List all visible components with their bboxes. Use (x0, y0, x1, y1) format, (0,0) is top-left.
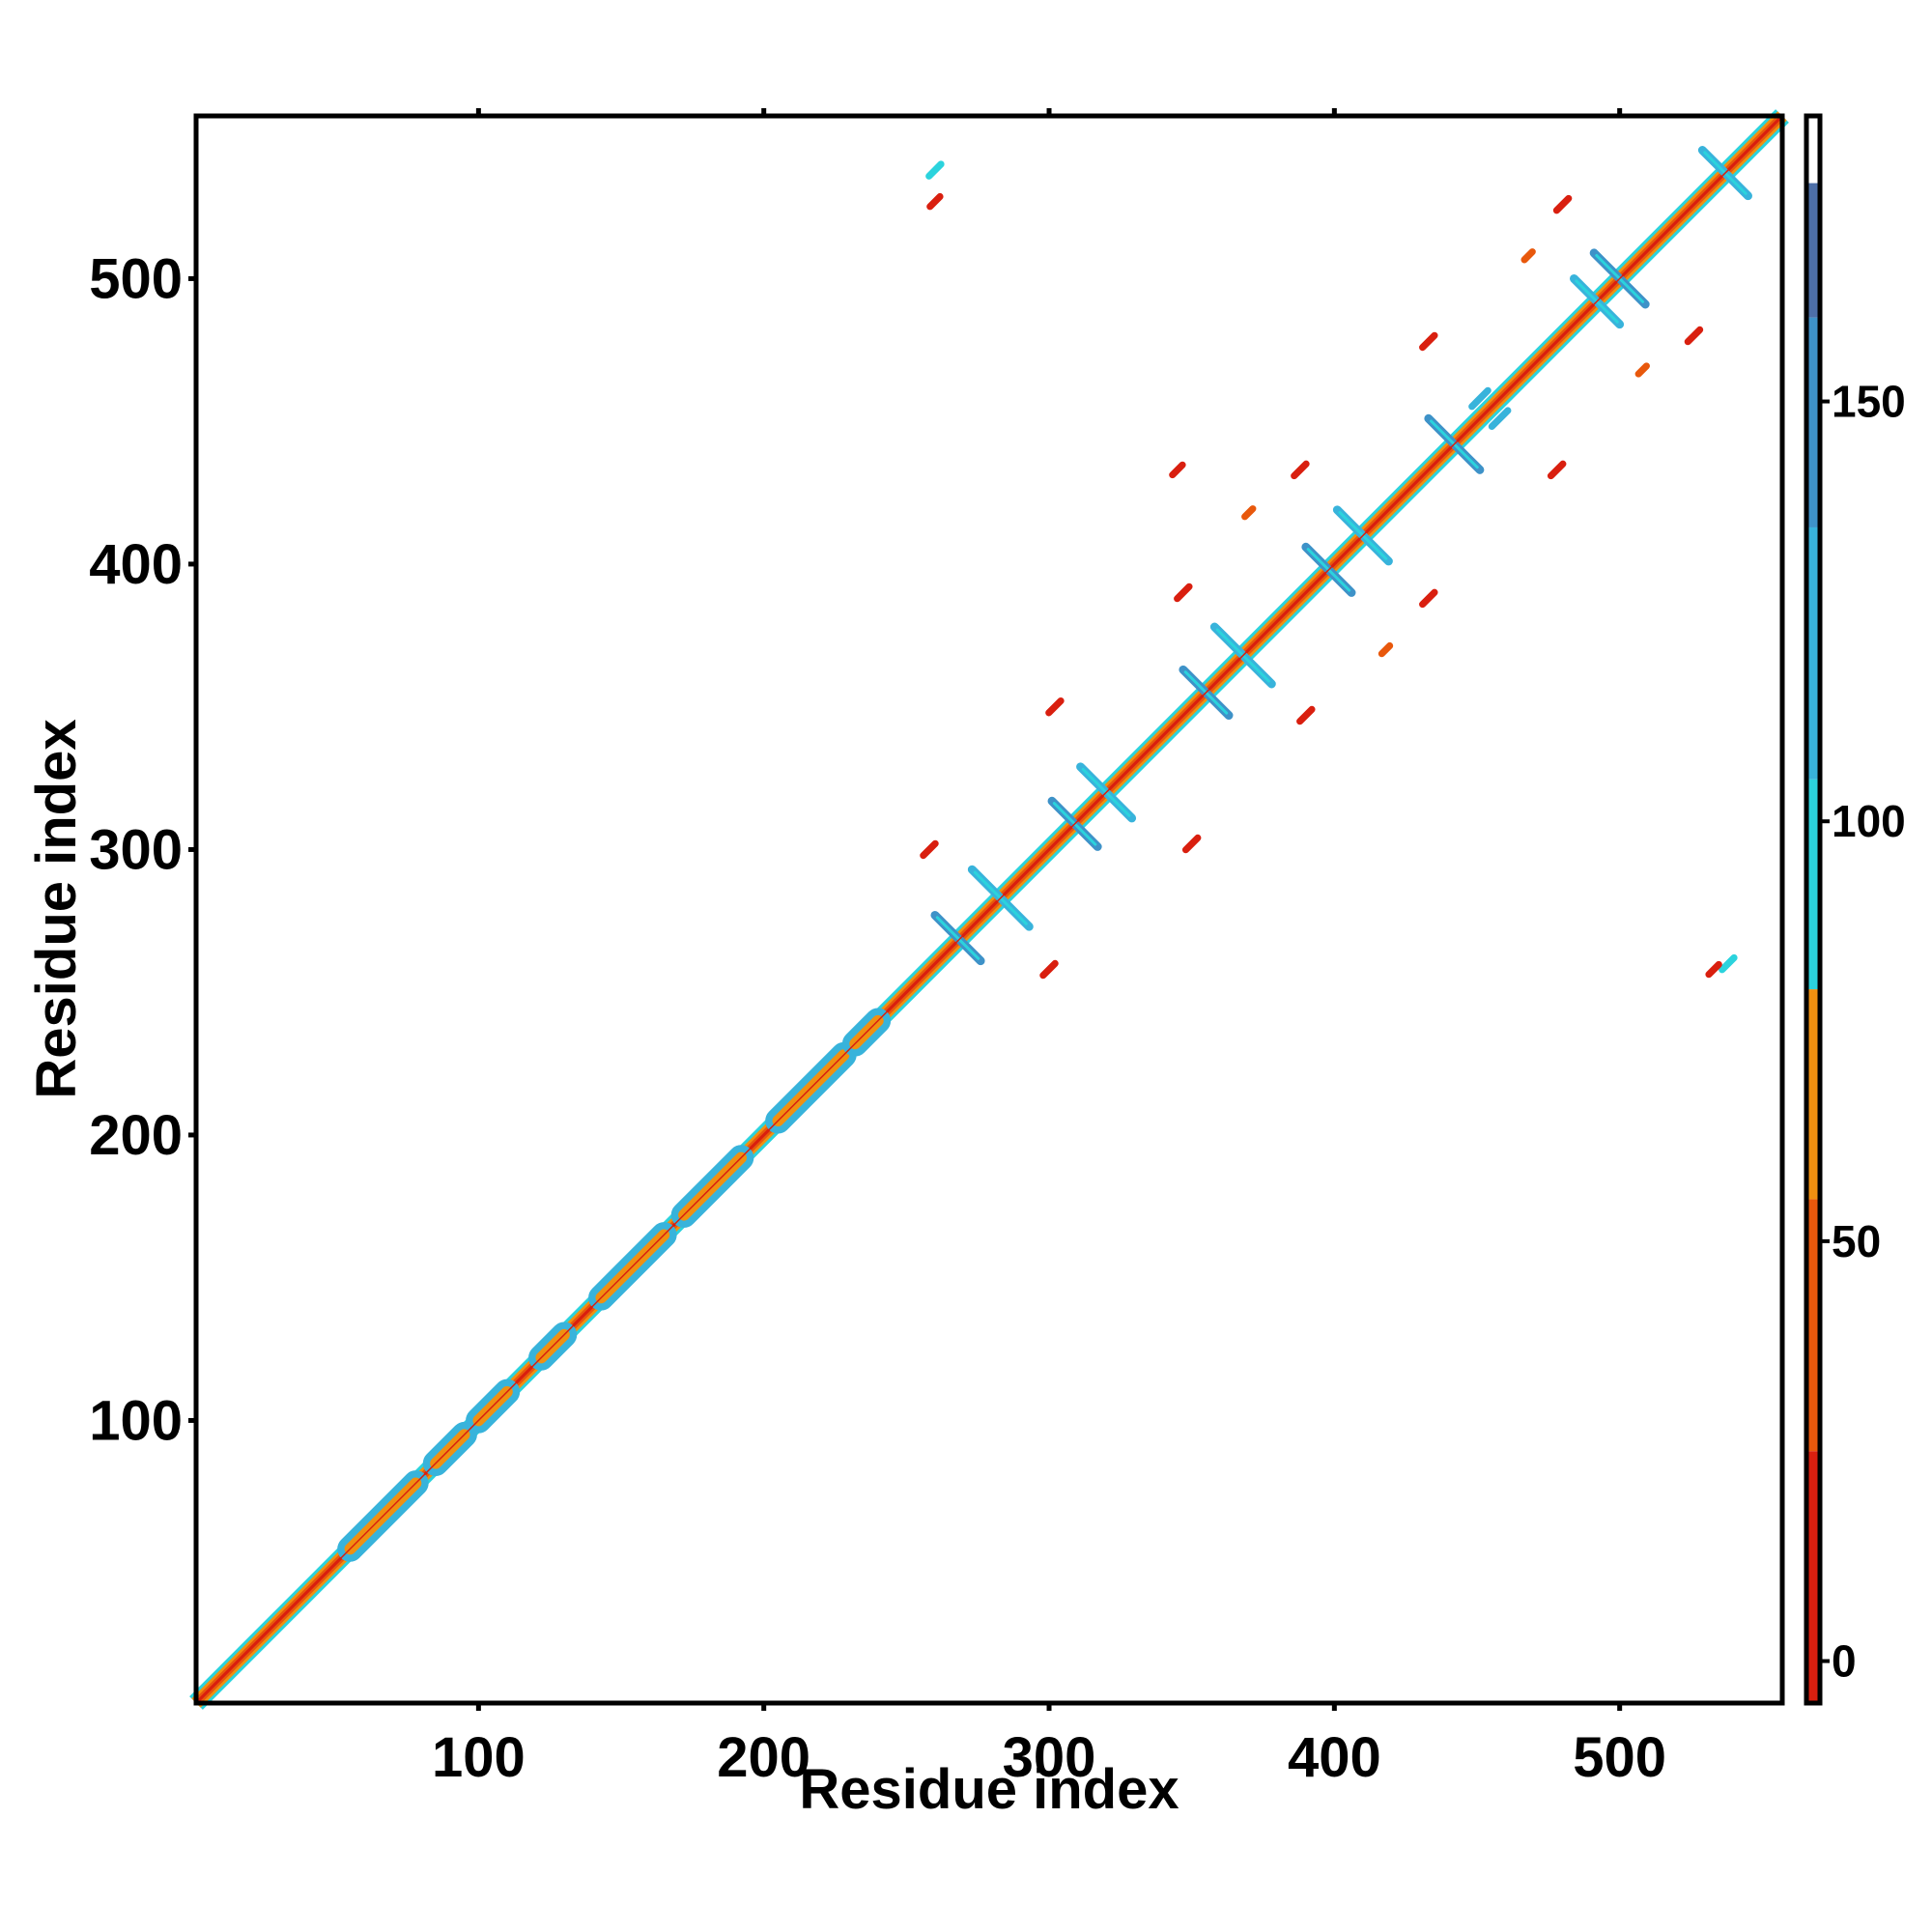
y-tick-label: 200 (89, 1104, 183, 1167)
x-tick-label: 400 (1288, 1726, 1381, 1789)
y-tick-label: 400 (89, 533, 183, 596)
heatmap-cells (189, 109, 1789, 1710)
colorbar-band (1806, 1451, 1820, 1703)
contact-blob (1419, 331, 1438, 352)
colorbar-band (1806, 989, 1820, 1200)
contact-blob (1045, 696, 1065, 717)
contact-blob (1296, 705, 1316, 725)
x-axis-ticks: 100 200 300 400 500 (432, 108, 1666, 1789)
x-axis-title: Residue index (799, 1758, 1179, 1821)
colorbar-tick-label: 0 (1832, 1636, 1857, 1687)
contact-blob (926, 192, 944, 211)
colorbar-band (1806, 116, 1820, 184)
contact-blob (1684, 326, 1704, 346)
contact-blob (1488, 407, 1512, 431)
contact-blob (925, 160, 945, 180)
contact-blob (1169, 461, 1186, 479)
contact-blob (1468, 386, 1492, 411)
colorbar-band (1806, 317, 1820, 527)
contact-blob (1634, 362, 1650, 378)
y-tick-label: 100 (89, 1389, 183, 1452)
x-tick-label: 100 (432, 1726, 526, 1789)
contact-blob (1378, 641, 1394, 658)
y-tick-label: 300 (89, 818, 183, 881)
colorbar-band (1806, 1199, 1820, 1452)
colorbar-band (1806, 526, 1820, 780)
contact-blob (1241, 505, 1257, 521)
contact-blob (1291, 460, 1310, 480)
contact-blob (920, 839, 939, 860)
x-tick-label: 500 (1573, 1726, 1666, 1789)
colorbar-frame (1804, 113, 1823, 1706)
contact-blob (1039, 959, 1059, 980)
contact-blob (1705, 960, 1722, 979)
colorbar-tick-label: 100 (1832, 796, 1906, 846)
contact-blob (1419, 588, 1438, 609)
colorbar-band (1806, 183, 1820, 318)
y-axis-title: Residue index (25, 719, 88, 1098)
colorbar-tick-label: 150 (1832, 377, 1906, 427)
y-axis-ticks: 100 200 300 400 500 (89, 247, 196, 1452)
contact-blob (1520, 248, 1536, 264)
contact-blob (1174, 582, 1193, 603)
x-tick-label: 200 (717, 1726, 810, 1789)
x-tick-label: 300 (1003, 1726, 1096, 1789)
diagonal-core (195, 115, 1783, 1704)
plot-frame (193, 113, 1785, 1706)
y-tick-label: 500 (89, 247, 183, 310)
contact-blob (1181, 834, 1202, 854)
contact-blob (1552, 194, 1573, 214)
colorbar-band (1806, 779, 1820, 990)
colorbar: 0 50 100 150 (1804, 113, 1906, 1706)
beta-contact-core (935, 916, 980, 960)
contact-blob (1719, 953, 1738, 974)
contact-blob (1547, 460, 1567, 480)
colorbar-tick-label: 50 (1832, 1216, 1881, 1266)
